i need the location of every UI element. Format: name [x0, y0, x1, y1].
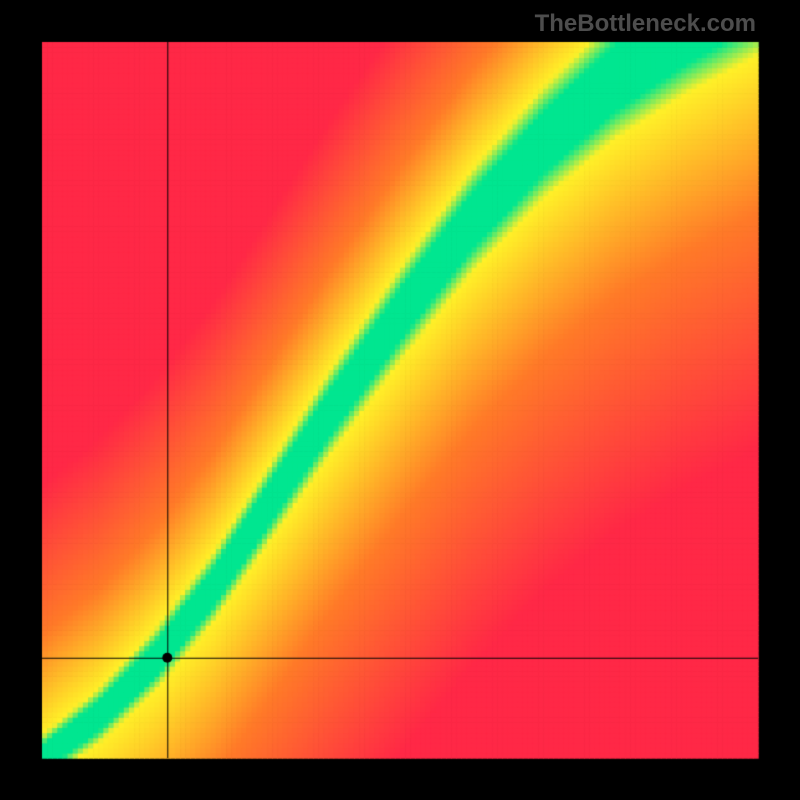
- chart-container: TheBottleneck.com: [0, 0, 800, 800]
- watermark-text: TheBottleneck.com: [535, 10, 756, 38]
- bottleneck-heatmap: [0, 0, 800, 800]
